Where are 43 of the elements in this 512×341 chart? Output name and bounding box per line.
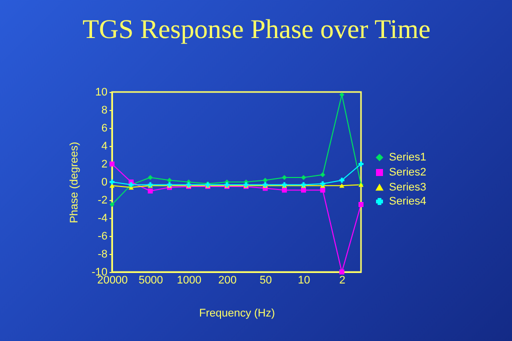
point [301, 188, 306, 193]
x-tick-label: 2 [339, 274, 346, 286]
y-tick-label: 8 [101, 104, 108, 116]
point [301, 175, 306, 180]
chart-title: TGS Response Phase over Time [82, 14, 431, 44]
legend-label: Series4 [389, 196, 426, 208]
x-tick-label: 10 [298, 274, 310, 286]
y-tick-label: 10 [95, 86, 108, 98]
y-tick-label: 2 [101, 158, 108, 170]
y-tick-label: 0 [101, 176, 108, 188]
x-tick-label: 1000 [176, 274, 202, 286]
y-tick-label: -4 [98, 212, 108, 224]
y-tick-label: -2 [98, 194, 108, 206]
point [339, 270, 344, 274]
legend-label: Series2 [389, 166, 426, 178]
x-axis-title: Frequency (Hz) [199, 308, 275, 320]
point [339, 178, 344, 183]
y-tick-label: 6 [101, 122, 108, 134]
point [358, 162, 364, 166]
point [282, 188, 287, 193]
point [148, 175, 153, 180]
legend-label: Series3 [389, 182, 426, 194]
point [148, 188, 153, 194]
point [320, 172, 326, 178]
point [339, 92, 344, 98]
point [166, 178, 172, 183]
y-axis-title: Phase (degrees) [68, 142, 81, 224]
point [320, 188, 326, 193]
legend-label: Series1 [389, 152, 426, 164]
point [339, 183, 344, 188]
point [110, 180, 114, 184]
y-tick-label: -6 [98, 230, 108, 242]
y-tick-label: 4 [101, 140, 108, 152]
x-tick-label: 200 [218, 274, 237, 286]
x-tick-label: 20000 [97, 274, 128, 286]
x-tick-label: 50 [260, 274, 272, 286]
point [110, 162, 114, 166]
point [282, 175, 287, 180]
point [358, 202, 364, 207]
x-tick-label: 5000 [138, 274, 164, 286]
y-tick-label: -8 [98, 248, 108, 260]
point [262, 178, 268, 183]
point [110, 202, 114, 207]
